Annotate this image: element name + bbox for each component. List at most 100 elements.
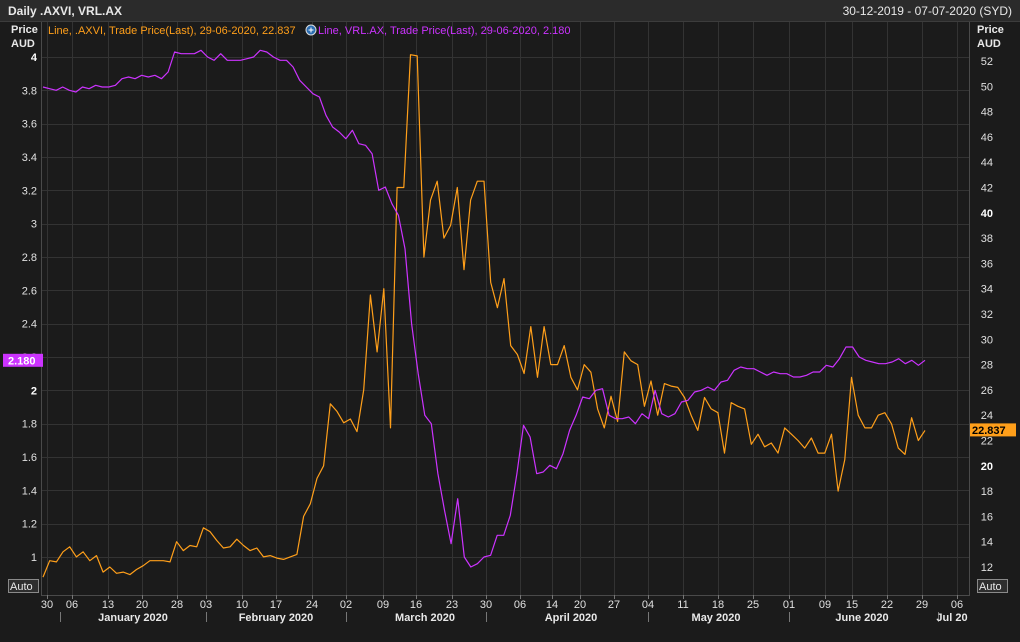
x-tick-label: 06	[514, 599, 526, 611]
x-tick-label: 06	[66, 599, 78, 611]
right-tick-label: 20	[981, 461, 993, 473]
vrl-line	[42, 49, 926, 568]
right-tick-label: 50	[981, 81, 993, 93]
right-tick-label: 46	[981, 132, 993, 144]
left-tick-label: 3	[31, 219, 37, 231]
axes: Price AUD Price AUD	[11, 22, 1004, 596]
x-axis-ticks: 30 06 13 20 28 03 10 17 24 02 09 16 23 30 06 14 20 27 04 11…	[41, 595, 963, 622]
right-axis-ticks: 12 14 16 18 20 22 24 26 28 30 32 34 36 38 40 42 44 46 48 50…	[981, 56, 993, 574]
left-tick-label: 3.4	[22, 152, 37, 164]
x-tick-label: 24	[306, 599, 318, 611]
x-tick-label: 09	[819, 599, 831, 611]
left-axis-ticks: 11.21.41.61.822.22.42.62.833.23.43.63.84	[22, 52, 38, 564]
left-tick-label: 2.6	[22, 285, 37, 297]
legend: Line, .AXVI, Trade Price(Last), 29-06-20…	[48, 24, 571, 37]
right-tick-label: 24	[981, 410, 993, 422]
month-label: January 2020	[98, 612, 168, 624]
x-tick-label: 27	[608, 599, 620, 611]
left-tick-label: 1	[31, 552, 37, 564]
axvi-last-value: 22.837	[972, 425, 1006, 437]
x-tick-label: 10	[236, 599, 248, 611]
left-tick-label: 1.6	[22, 452, 37, 464]
x-tick-label: 23	[446, 599, 458, 611]
grid-lines	[42, 22, 969, 595]
left-tick-label: 3.6	[22, 119, 37, 131]
x-tick-label: 30	[41, 599, 53, 611]
right-tick-label: 26	[981, 385, 993, 397]
x-tick-label: 22	[881, 599, 893, 611]
auto-right-label: Auto	[979, 581, 1002, 593]
right-tick-label: 52	[981, 56, 993, 68]
x-tick-label: 06	[951, 599, 963, 611]
right-tick-label: 18	[981, 486, 993, 498]
x-tick-label: 29	[916, 599, 928, 611]
right-axis-title-price: Price	[977, 24, 1004, 36]
right-tick-label: 14	[981, 537, 993, 549]
left-tick-label: 1.4	[22, 485, 37, 497]
legend-vrl: Line, VRL.AX, Trade Price(Last), 29-06-2…	[318, 25, 571, 37]
right-tick-label: 32	[981, 309, 993, 321]
month-label: April 2020	[545, 612, 598, 624]
right-tick-label: 48	[981, 107, 993, 119]
left-tick-label: 1.8	[22, 419, 37, 431]
x-tick-label: 13	[102, 599, 114, 611]
right-tick-label: 36	[981, 258, 993, 270]
left-axis-title-price: Price	[11, 24, 38, 36]
x-tick-label: 03	[200, 599, 212, 611]
left-tick-label: 1.2	[22, 519, 37, 531]
axvi-last-value-marker	[970, 423, 1016, 437]
right-tick-label: 38	[981, 233, 993, 245]
auto-scale-right-button[interactable]: Auto	[977, 579, 1008, 594]
x-tick-label: 17	[270, 599, 282, 611]
x-tick-label: 20	[136, 599, 148, 611]
right-tick-label: 28	[981, 360, 993, 372]
series-lines	[42, 49, 926, 578]
right-tick-label: 44	[981, 157, 993, 169]
x-tick-label: 01	[783, 599, 795, 611]
left-tick-label: 2	[31, 385, 37, 397]
right-axis-title-unit: AUD	[977, 38, 1001, 50]
auto-left-label: Auto	[10, 581, 33, 593]
legend-axvi: Line, .AXVI, Trade Price(Last), 29-06-20…	[48, 25, 296, 37]
vrl-last-value: 2.180	[8, 355, 36, 367]
x-tick-label: 20	[574, 599, 586, 611]
right-tick-label: 22	[981, 436, 993, 448]
month-labels: January 2020 February 2020 March 2020 April…	[98, 612, 967, 624]
x-tick-label: 14	[546, 599, 558, 611]
auto-scale-left-button[interactable]: Auto	[8, 579, 39, 594]
month-label: June 2020	[835, 612, 888, 624]
x-tick-label: 09	[377, 599, 389, 611]
x-tick-label: 02	[340, 599, 352, 611]
date-range: 30-12-2019 - 07-07-2020 (SYD)	[842, 4, 1012, 18]
right-tick-label: 30	[981, 334, 993, 346]
month-label: February 2020	[239, 612, 314, 624]
month-label: May 2020	[692, 612, 741, 624]
left-tick-label: 3.2	[22, 185, 37, 197]
right-tick-label: 12	[981, 562, 993, 574]
vrl-last-value-marker	[3, 353, 43, 367]
last-value-markers: 2.180 22.837	[3, 353, 1016, 437]
left-tick-label: 2.4	[22, 319, 37, 331]
x-tick-label: 11	[677, 599, 688, 611]
x-tick-label: 16	[410, 599, 422, 611]
right-tick-label: 40	[981, 208, 993, 220]
left-tick-label: 3.8	[22, 85, 37, 97]
x-tick-label: 15	[846, 599, 858, 611]
month-label: Jul 20	[936, 612, 967, 624]
left-tick-label: 2.8	[22, 252, 37, 264]
chart-header: Daily .AXVI, VRL.AX 30-12-2019 - 07-07-2…	[0, 0, 1020, 22]
left-tick-label: 4	[31, 52, 38, 64]
x-tick-label: 04	[642, 599, 654, 611]
x-tick-label: 30	[480, 599, 492, 611]
right-tick-label: 16	[981, 511, 993, 523]
x-tick-label: 18	[712, 599, 724, 611]
axvi-line	[42, 54, 926, 578]
chart-title: Daily .AXVI, VRL.AX	[8, 4, 123, 18]
month-label: March 2020	[395, 612, 455, 624]
legend-link-icon[interactable]	[305, 24, 317, 36]
left-axis-title-unit: AUD	[11, 38, 35, 50]
right-tick-label: 34	[981, 284, 993, 296]
right-tick-label: 42	[981, 183, 993, 195]
x-tick-label: 25	[747, 599, 759, 611]
